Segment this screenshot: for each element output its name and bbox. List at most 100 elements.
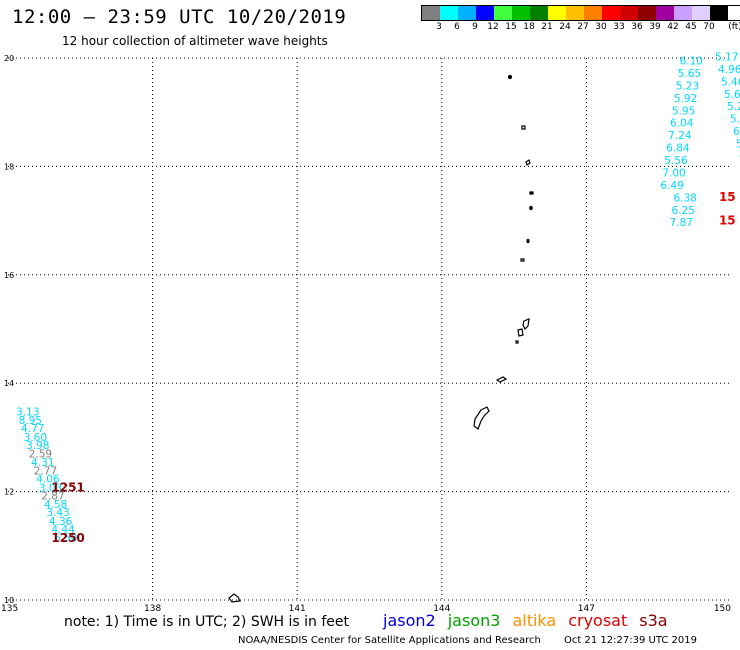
legend-tick-label: 39 xyxy=(649,22,661,32)
swh-value: 5.2 xyxy=(727,101,740,113)
credits: NOAA/NESDIS Center for Satellite Applica… xyxy=(238,635,697,646)
swh-value: 8.95 xyxy=(19,415,42,427)
units-note: note: 1) Time is in UTC; 2) SWH is in fe… xyxy=(64,614,350,630)
swh-value: 2.59 xyxy=(29,449,52,461)
island-aguijan xyxy=(515,340,519,344)
altimeter-track-right-a: 6.105.655.235.925.956.047.246.845.567.00… xyxy=(660,56,703,230)
lat-tick-label: 16 xyxy=(4,271,14,280)
satellite-legend: jason2 jason3 altika cryosat s3a xyxy=(383,611,680,630)
pass-labels: 1251 1250 15 15 xyxy=(51,190,735,545)
legend-tick-label: 6 xyxy=(454,22,460,32)
swh-value: 6.10 xyxy=(680,56,703,68)
swh-value: 2.77 xyxy=(34,465,57,477)
swh-value: 6.84 xyxy=(666,142,690,154)
swh-value: 5.65 xyxy=(678,68,701,80)
swh-value: 4.36 xyxy=(49,516,73,528)
generated-timestamp: Oct 21 12:27:39 UTC 2019 xyxy=(564,635,697,646)
credit-text: NOAA/NESDIS Center for Satellite Applica… xyxy=(238,635,541,646)
satellite-cryosat: cryosat xyxy=(568,611,628,630)
swh-value: 5.23 xyxy=(676,81,699,93)
lon-tick-label: 135 xyxy=(1,604,18,614)
swh-value: 4.77 xyxy=(21,423,44,435)
legend-swatch xyxy=(620,6,638,20)
swh-value: 2.87 xyxy=(41,490,64,502)
swh-value: 6. xyxy=(733,126,740,138)
legend-swatch xyxy=(674,6,692,20)
island-guguan xyxy=(520,258,525,262)
swh-value: 5.95 xyxy=(672,106,695,118)
island-alamagan xyxy=(526,238,530,244)
legend-tick-label: 36 xyxy=(631,22,643,32)
pass-label: 1250 xyxy=(51,531,84,545)
legend-tick-label: 18 xyxy=(523,22,535,32)
swh-value: 4.96 xyxy=(718,64,740,76)
pass-label: 1251 xyxy=(51,480,84,494)
legend-swatch xyxy=(692,6,710,20)
legend-tick-label: 12 xyxy=(487,22,499,32)
legend-swatches xyxy=(421,5,740,21)
altimeter-track-right-b: 5.174.965.465.65.25.6.56 xyxy=(715,51,740,163)
swh-value: 3.13 xyxy=(16,406,39,418)
pass-label: 15 xyxy=(719,214,736,228)
legend-tick-label: 24 xyxy=(559,22,571,32)
lon-tick-label: 144 xyxy=(433,604,450,614)
legend-tick-label: 15 xyxy=(505,22,517,32)
swh-value: 3.03 xyxy=(39,482,62,494)
map-title: 12:00 – 23:59 UTC 10/20/2019 xyxy=(12,6,347,28)
swh-value: 6.04 xyxy=(670,117,694,129)
satellite-jason3: jason3 xyxy=(447,611,501,630)
swh-value: 5.46 xyxy=(721,76,740,88)
island-rota xyxy=(495,376,508,383)
satellite-s3a: s3a xyxy=(639,611,668,630)
lat-tick-label: 12 xyxy=(4,488,14,497)
lat-tick-label: 18 xyxy=(4,162,14,171)
swh-value: 6.38 xyxy=(673,192,696,204)
island-yap xyxy=(228,593,241,603)
lon-tick-label: 141 xyxy=(289,604,306,614)
legend-swatch xyxy=(566,6,584,20)
swh-value: 5.92 xyxy=(674,93,697,105)
legend-swatch xyxy=(656,6,674,20)
legend-tick-label: 27 xyxy=(577,22,589,32)
legend-unit: (ft) xyxy=(728,22,740,32)
legend-swatch xyxy=(512,6,530,20)
lat-tick-label: 14 xyxy=(4,379,14,388)
lon-tick-label: 147 xyxy=(578,604,595,614)
lon-tick-label: 138 xyxy=(144,604,161,614)
island-maug xyxy=(521,125,526,130)
swh-value: 7.87 xyxy=(670,217,693,229)
swh-value: 7.24 xyxy=(668,130,692,142)
legend-swatch xyxy=(710,6,728,20)
swh-value: 3.43 xyxy=(46,507,69,519)
lat-tick-label: 20 xyxy=(4,54,14,63)
island-tinian xyxy=(517,328,524,337)
legend-swatch xyxy=(476,6,494,20)
swh-value: 5.6 xyxy=(724,89,740,101)
legend-tick-label: 42 xyxy=(667,22,679,32)
legend-swatch xyxy=(584,6,602,20)
island-guam xyxy=(473,406,490,430)
legend-swatch xyxy=(494,6,512,20)
footer-note-row: note: 1) Time is in UTC; 2) SWH is in fe… xyxy=(64,611,680,630)
legend-swatch xyxy=(548,6,566,20)
legend-tick-label: 21 xyxy=(541,22,553,32)
lon-tick-label: 150 xyxy=(714,604,731,614)
satellite-jason2: jason2 xyxy=(383,611,436,630)
legend-tick-label: 3 xyxy=(436,22,442,32)
legend-swatch xyxy=(458,6,476,20)
lat-tick-label: 10 xyxy=(4,596,14,605)
map-subtitle: 12 hour collection of altimeter wave hei… xyxy=(62,34,328,48)
island-agrihan xyxy=(529,191,534,195)
swh-value: 4.31 xyxy=(31,457,54,469)
legend-swatch xyxy=(602,6,620,20)
island-farallon xyxy=(507,74,513,80)
legend-swatch xyxy=(422,6,440,20)
swh-value: 6.49 xyxy=(660,180,683,192)
swh-value: 4.44 xyxy=(51,524,75,536)
island-saipan xyxy=(522,318,530,331)
mariana-islands xyxy=(228,74,534,603)
